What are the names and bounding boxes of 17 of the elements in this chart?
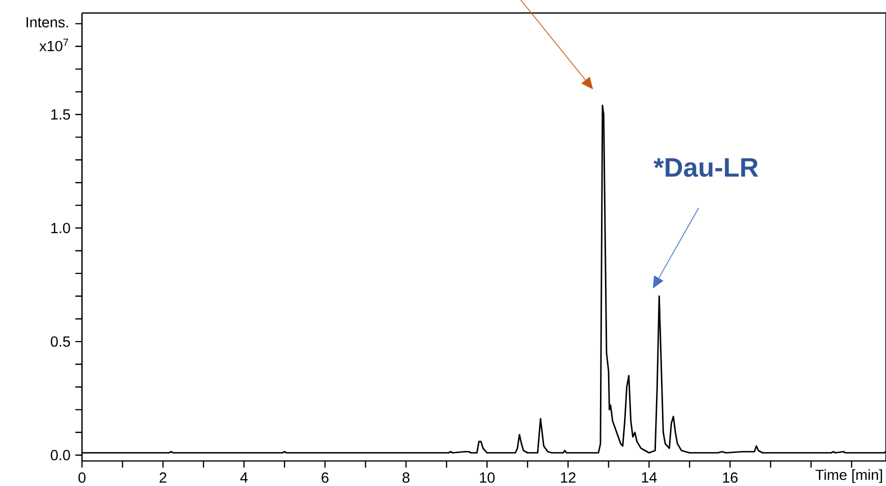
x-axis-title: Time [min] <box>816 469 882 483</box>
y-tick-label: 0.5 <box>50 336 70 347</box>
x-tick-label: 4 <box>240 472 248 482</box>
y-tick-label: 1.5 <box>51 109 70 120</box>
x-tick-label: 10 <box>480 472 495 483</box>
x-tick-label: 12 <box>561 472 576 483</box>
x-tick-label: 0 <box>78 472 86 483</box>
x-tick-label: 16 <box>723 472 738 483</box>
annotation: *Dau-LR <box>654 158 758 177</box>
x-tick-label: 14 <box>642 472 657 482</box>
x-tick-label: 6 <box>322 472 328 483</box>
text: x10$^{7}$ <box>39 38 68 52</box>
x-tick-label: 2 <box>160 472 166 483</box>
y-tick-label: 0.0 <box>50 450 70 460</box>
x-tick-label: 8 <box>402 472 410 483</box>
y-tick-label: 1.0 <box>51 222 70 234</box>
y-axis-title: Intens. <box>26 17 68 28</box>
